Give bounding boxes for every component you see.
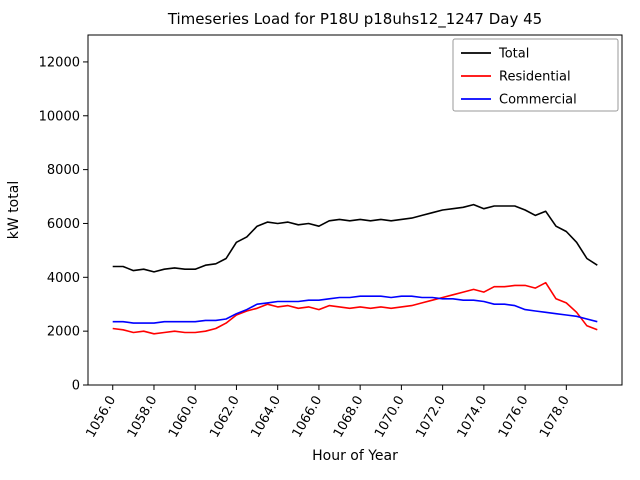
y-tick-label: 2000 (47, 325, 80, 340)
y-tick-label: 12000 (39, 55, 80, 70)
legend: Total Residential Commercial (452, 38, 619, 112)
y-tick-label: 10000 (39, 109, 80, 124)
series-lines (112, 203, 598, 335)
series-line-residential (112, 281, 598, 335)
legend-label-total: Total (498, 47, 529, 62)
y-tick-label: 6000 (47, 217, 80, 232)
series-line-commercial (112, 295, 598, 324)
y-axis-label: kW total (6, 181, 22, 239)
x-axis-label: Hour of Year (312, 448, 398, 464)
y-tick-label: 8000 (47, 163, 80, 178)
legend-label-residential: Residential (499, 70, 571, 85)
axes-border (87, 34, 623, 386)
legend-box (452, 38, 619, 112)
y-tick-label: 0 (72, 379, 80, 394)
chart-title: Timeseries Load for P18U p18uhs12_1247 D… (167, 10, 542, 29)
legend-label-commercial: Commercial (499, 93, 577, 108)
series-line-total (112, 203, 598, 273)
y-tick-label: 4000 (47, 271, 80, 286)
y-axis-ticks: 0 2000 4000 6000 8000 10000 12000 (39, 55, 88, 394)
